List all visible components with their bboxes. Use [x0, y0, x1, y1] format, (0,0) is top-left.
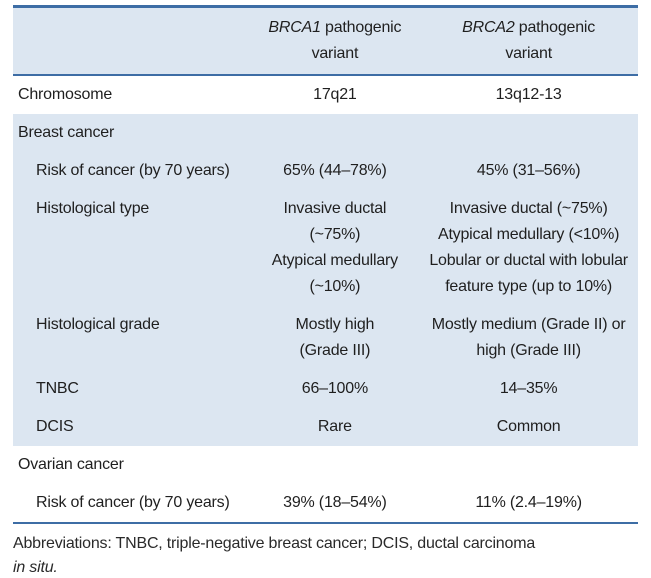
table-top-rule [13, 5, 638, 8]
section-label: Breast cancer [18, 124, 115, 141]
brca1-cell: 65% (44–78%) [283, 162, 387, 179]
brca1-cell: Invasive ductal (~75%) Atypical medullar… [271, 200, 398, 295]
section-label: Ovarian cancer [18, 456, 124, 473]
brca1-cell: 39% (18–54%) [283, 494, 387, 511]
table-row-tnbc: TNBC 66–100% 14–35% [13, 370, 638, 408]
table-footnote: Abbreviations: TNBC, triple-negative bre… [13, 532, 638, 578]
table-row-breast-risk: Risk of cancer (by 70 years) 65% (44–78%… [13, 152, 638, 190]
row-label: DCIS [36, 418, 74, 435]
brca-comparison-table: BRCA1 pathogenic variant BRCA2 pathogeni… [13, 5, 638, 524]
brca2-cell: 11% (2.4–19%) [475, 494, 582, 511]
table-row-ovarian-risk: Risk of cancer (by 70 years) 39% (18–54%… [13, 484, 638, 522]
column-header-brca2: BRCA2 pathogenic variant [419, 15, 638, 67]
brca2-cell: 45% (31–56%) [476, 162, 581, 179]
brca2-cell: Common [496, 418, 561, 435]
table-header-row: BRCA1 pathogenic variant BRCA2 pathogeni… [13, 8, 638, 76]
brca1-cell: Mostly high (Grade III) [295, 316, 375, 359]
brca1-cell: Rare [317, 418, 352, 435]
column-header-brca2-line2: variant [505, 45, 552, 62]
section-row-breast-cancer: Breast cancer [13, 114, 638, 152]
gene-name-brca2: BRCA2 [462, 19, 515, 36]
table-row-dcis: DCIS Rare Common [13, 408, 638, 446]
table-row-histological-type: Histological type Invasive ductal (~75%)… [13, 190, 638, 306]
row-label: Histological grade [36, 316, 160, 333]
row-label: TNBC [36, 380, 79, 397]
column-header-brca1: BRCA1 pathogenic variant [251, 15, 420, 67]
row-label: Histological type [36, 200, 150, 217]
row-label: Risk of cancer (by 70 years) [36, 162, 230, 179]
footnote-abbreviations-text: Abbreviations: TNBC, triple-negative bre… [13, 535, 536, 552]
brca1-cell: 17q21 [313, 86, 357, 103]
column-header-brca1-line1: BRCA1 pathogenic [268, 19, 402, 36]
brca2-cell: 14–35% [499, 380, 558, 397]
row-label: Chromosome [18, 86, 113, 103]
footnote-in-situ: in situ. [13, 559, 58, 576]
brca2-cell: Invasive ductal (~75%) Atypical medullar… [429, 200, 628, 295]
brca2-cell: Mostly medium (Grade II) or high (Grade … [431, 316, 626, 359]
column-header-brca1-line2: variant [311, 45, 359, 62]
row-label: Risk of cancer (by 70 years) [36, 494, 230, 511]
brca2-cell: 13q12-13 [495, 86, 562, 103]
table-row-chromosome: Chromosome 17q21 13q12-13 [13, 76, 638, 114]
table-bottom-rule [13, 522, 638, 524]
gene-name-brca1: BRCA1 [268, 19, 321, 36]
brca1-cell: 66–100% [301, 380, 368, 397]
column-header-brca2-line1: BRCA2 pathogenic [462, 19, 596, 36]
table-row-histological-grade: Histological grade Mostly high (Grade II… [13, 306, 638, 370]
section-row-ovarian-cancer: Ovarian cancer [13, 446, 638, 484]
